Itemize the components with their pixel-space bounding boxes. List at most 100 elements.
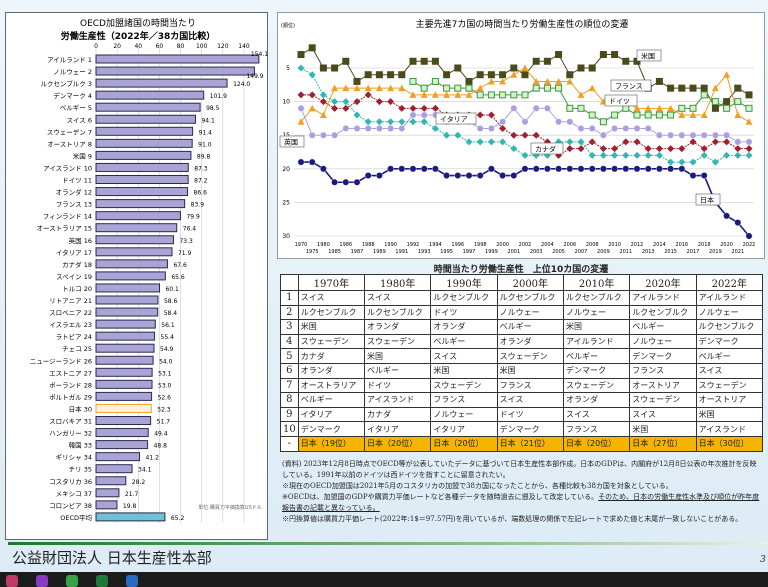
data-point	[431, 104, 439, 112]
data-point	[308, 104, 316, 112]
country-label: オーストラリア 15	[36, 225, 92, 233]
app-icon-word[interactable]	[126, 575, 138, 587]
data-point	[487, 71, 495, 79]
data-point	[308, 44, 316, 52]
data-point	[454, 91, 462, 98]
data-point	[342, 57, 350, 65]
rank-cell: -	[280, 435, 299, 452]
data-point	[734, 111, 742, 119]
country-cell: ルクセンブルク	[695, 319, 764, 335]
value-label: 89.8	[197, 153, 211, 160]
data-point	[331, 98, 339, 106]
data-point	[499, 77, 507, 85]
bar	[95, 428, 149, 438]
data-point	[510, 145, 518, 153]
country-cell: スイス	[297, 290, 366, 306]
data-point	[532, 84, 540, 92]
data-point	[532, 57, 540, 65]
oecd-productivity-bar-chart: OECD加盟諸国の時間当たり 労働生産性（2022年／38カ国比較） 単位:購買…	[5, 12, 268, 540]
country-label: ドイツ 11	[62, 177, 92, 185]
country-cell: アイスランド	[364, 392, 432, 408]
data-point	[319, 91, 327, 99]
data-point	[611, 111, 619, 119]
bar	[95, 102, 201, 112]
country-cell: スイス	[364, 290, 432, 306]
data-point	[644, 125, 652, 132]
x-tick-label: 2014	[653, 242, 666, 248]
country-cell: 米国	[496, 362, 564, 379]
country-cell: ベルギー	[695, 348, 764, 364]
y-axis-label: (順位)	[281, 22, 295, 29]
data-point	[723, 138, 731, 146]
app-icon-onenote[interactable]	[36, 575, 48, 587]
x-tick-label: 2001	[507, 249, 520, 255]
country-cell: スウェーデン	[364, 333, 432, 350]
app-icon-app[interactable]	[66, 575, 78, 587]
data-point	[700, 151, 708, 159]
bar	[95, 319, 156, 329]
country-label: オーストリア 8	[47, 140, 92, 148]
y-tick-label: 10	[282, 99, 290, 106]
data-point	[364, 84, 372, 92]
country-cell: ルクセンブルク	[629, 304, 697, 321]
data-point	[745, 138, 753, 146]
x-tick-label: 1993	[418, 249, 431, 255]
country-label: フランス 13	[56, 201, 92, 209]
data-point	[689, 111, 697, 119]
data-point	[655, 151, 663, 159]
data-point	[678, 131, 686, 139]
data-point	[745, 91, 753, 99]
data-point	[465, 138, 473, 146]
bar	[95, 138, 193, 148]
data-point	[667, 131, 674, 139]
value-label: 73.3	[179, 238, 193, 245]
series-callout-box	[530, 142, 564, 155]
data-point	[297, 91, 305, 99]
country-cell: 日本（21位）	[496, 435, 564, 452]
value-label: 71.9	[178, 250, 192, 257]
left-chart-title: OECD加盟諸国の時間当たり	[80, 17, 196, 29]
app-icon-excel[interactable]	[96, 575, 108, 587]
data-point	[711, 158, 719, 166]
rank-cell: 7	[280, 377, 299, 394]
value-label: 60.1	[166, 286, 180, 293]
country-cell: オーストリア	[629, 377, 697, 394]
x-tick-label: 2010	[608, 242, 621, 248]
data-point	[420, 104, 428, 112]
organization-name: 公益財団法人 日本生産性本部	[12, 549, 212, 567]
data-point	[364, 125, 372, 132]
country-cell: 米国	[297, 319, 366, 335]
country-label: ポーランド 28	[49, 381, 92, 389]
country-cell: スイス	[430, 348, 498, 364]
data-point	[588, 165, 596, 173]
data-point	[689, 84, 697, 92]
data-point	[375, 98, 383, 106]
data-point	[387, 118, 395, 126]
app-icon-teams[interactable]	[6, 575, 18, 587]
country-label: リトアニア 21	[49, 297, 92, 305]
x-tick-label: 2017	[687, 249, 700, 255]
x-tick-label: 1986	[339, 242, 352, 248]
x-tick-label: 2019	[709, 249, 722, 255]
country-cell: スウェーデン	[695, 377, 764, 394]
country-cell: オーストリア	[695, 392, 764, 408]
data-point	[700, 91, 708, 99]
country-cell: フランス	[496, 377, 564, 394]
data-point	[700, 131, 708, 139]
x-tick-label: 20	[113, 43, 121, 50]
bar	[95, 500, 118, 510]
data-point	[611, 145, 619, 153]
taskbar	[0, 572, 768, 587]
bar	[95, 54, 260, 64]
note-revision: ※OECDは、加盟国のGDPや購買力平価レートなど各種データを随時過去に遡及して…	[282, 492, 762, 514]
value-label: 154.1	[251, 51, 268, 58]
country-cell: オランダ	[562, 392, 631, 408]
data-point	[555, 51, 563, 59]
data-point	[487, 165, 495, 173]
country-cell: カナダ	[364, 406, 432, 423]
value-label: 52.3	[157, 406, 171, 413]
country-label: トルコ 20	[62, 285, 92, 293]
x-tick-label: 2022	[743, 242, 756, 248]
data-point	[622, 165, 630, 173]
country-cell: 米国	[430, 362, 498, 379]
